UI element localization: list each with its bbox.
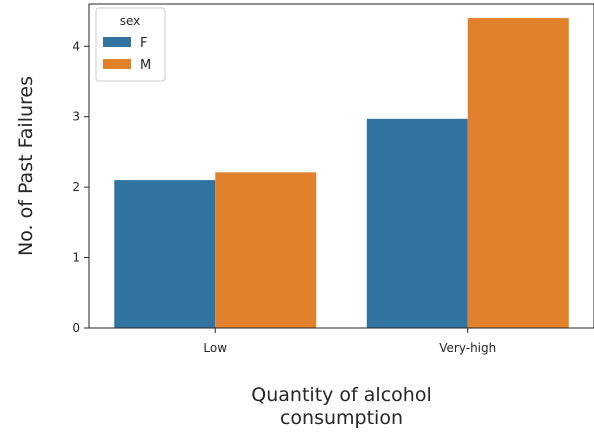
- y-axis-label: No. of Past Failures: [15, 76, 37, 256]
- legend-label-F: F: [140, 36, 147, 51]
- legend-title: sex: [120, 14, 141, 28]
- plot-frame: [88, 3, 594, 329]
- x-tick-label: Very-high: [439, 341, 496, 355]
- bar-F-Very-high: [366, 118, 468, 329]
- x-tick-label: Low: [203, 341, 227, 355]
- y-tick-label: 4: [72, 39, 80, 53]
- bars-layer: [114, 18, 569, 329]
- legend-swatch-F: [103, 37, 131, 47]
- y-tick-label: 0: [72, 321, 80, 335]
- x-axis-label: Quantity of alcohol consumption: [251, 384, 431, 429]
- y-tick-label: 3: [72, 110, 80, 124]
- bar-M-Very-high: [467, 18, 569, 329]
- y-axis: 0 1 2 3 4: [72, 39, 89, 335]
- x-axis: Low Very-high: [203, 328, 496, 355]
- y-tick-label: 1: [72, 251, 80, 265]
- bar-F-Low: [114, 180, 216, 328]
- legend-label-M: M: [140, 58, 151, 73]
- legend-items: FM: [103, 36, 151, 73]
- legend-swatch-M: [103, 59, 131, 69]
- bar-M-Low: [215, 172, 317, 328]
- legend: sex FM: [95, 7, 166, 82]
- y-tick-label: 2: [72, 180, 80, 194]
